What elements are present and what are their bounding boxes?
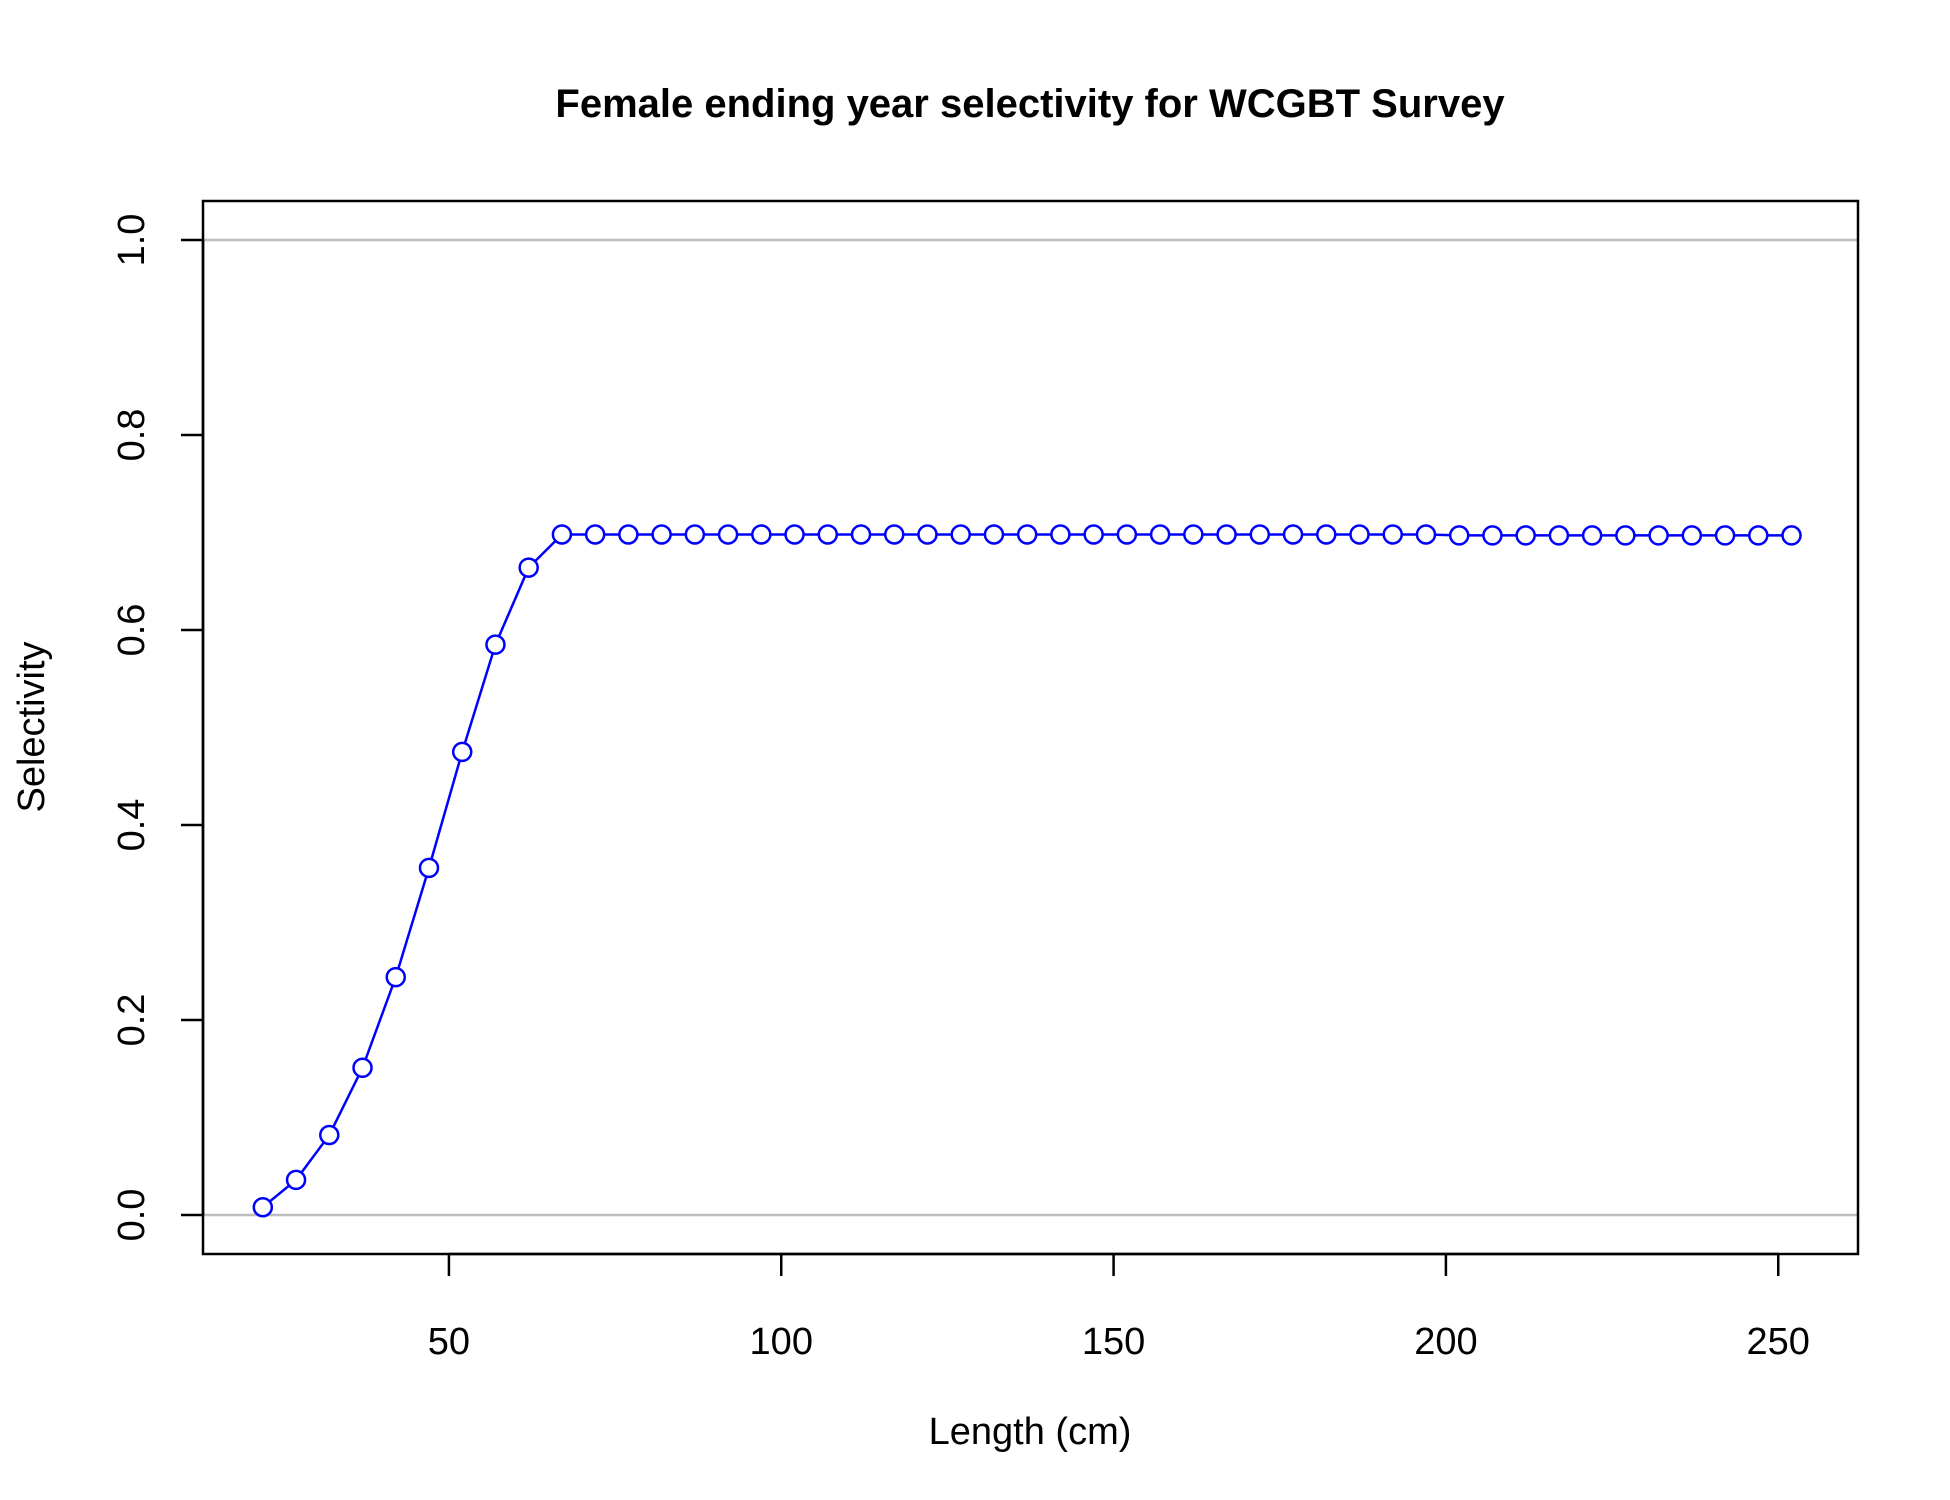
data-point xyxy=(451,741,473,763)
data-point xyxy=(1016,524,1038,545)
data-point xyxy=(551,524,573,545)
x-tick-label: 100 xyxy=(750,1321,813,1363)
y-tick-label: 0.2 xyxy=(111,994,153,1047)
data-point xyxy=(1781,525,1802,546)
data-point xyxy=(1316,524,1337,545)
series-layer xyxy=(252,524,1802,1218)
x-tick-label: 250 xyxy=(1747,1321,1810,1363)
x-axis-label: Length (cm) xyxy=(929,1411,1132,1453)
data-point xyxy=(518,557,539,578)
data-point xyxy=(1116,524,1138,545)
x-tick-label: 50 xyxy=(428,1321,470,1363)
y-axis: 0.0 0.2 0.4 0.6 0.8 1.0 xyxy=(111,214,205,1242)
data-point xyxy=(418,857,440,879)
data-point xyxy=(1349,524,1370,545)
data-point xyxy=(1681,525,1703,546)
y-tick-label: 0.8 xyxy=(111,409,153,462)
data-point xyxy=(1448,525,1470,546)
reference-lines xyxy=(203,238,1858,1217)
data-point xyxy=(817,524,839,545)
data-point xyxy=(1183,524,1204,545)
data-point xyxy=(1581,525,1603,546)
data-point xyxy=(1249,524,1271,545)
data-point xyxy=(1083,524,1104,545)
data-point xyxy=(319,1124,340,1146)
data-point xyxy=(285,1169,307,1191)
data-point xyxy=(883,524,905,545)
data-point xyxy=(352,1057,373,1079)
x-tick-label: 200 xyxy=(1414,1321,1477,1363)
data-point xyxy=(717,524,739,545)
y-tick-label: 1.0 xyxy=(111,214,153,267)
x-tick-label: 150 xyxy=(1082,1321,1145,1363)
data-point xyxy=(584,524,606,545)
data-point xyxy=(1714,525,1736,546)
data-point xyxy=(651,524,672,545)
data-point xyxy=(1282,524,1304,545)
y-tick-label: 0.4 xyxy=(111,799,153,852)
y-axis-label: Selectivity xyxy=(11,641,53,812)
data-point xyxy=(950,524,971,545)
data-point xyxy=(252,1196,274,1218)
data-point xyxy=(385,966,407,988)
data-point xyxy=(917,524,938,545)
data-point xyxy=(983,524,1005,545)
chart-title: Female ending year selectivity for WCGBT… xyxy=(555,82,1505,126)
data-point xyxy=(1515,525,1536,546)
data-point xyxy=(1216,524,1237,545)
y-tick-label: 0.0 xyxy=(111,1189,153,1242)
data-point xyxy=(1615,525,1636,546)
data-point xyxy=(1748,525,1769,546)
data-point xyxy=(1149,524,1171,545)
data-point xyxy=(1548,525,1570,546)
plot-frame xyxy=(201,199,1860,1256)
x-axis: 50 100 150 200 250 xyxy=(428,1252,1810,1363)
data-point xyxy=(751,524,772,545)
data-point xyxy=(618,524,639,545)
data-point xyxy=(1648,525,1669,546)
y-tick-label: 0.6 xyxy=(111,604,153,657)
data-point xyxy=(1482,525,1503,546)
data-point xyxy=(684,524,706,545)
data-point xyxy=(485,634,506,655)
data-point xyxy=(784,524,805,545)
data-point xyxy=(1050,524,1071,545)
data-point xyxy=(1382,524,1403,545)
data-point xyxy=(1415,524,1437,545)
data-point xyxy=(850,524,872,545)
